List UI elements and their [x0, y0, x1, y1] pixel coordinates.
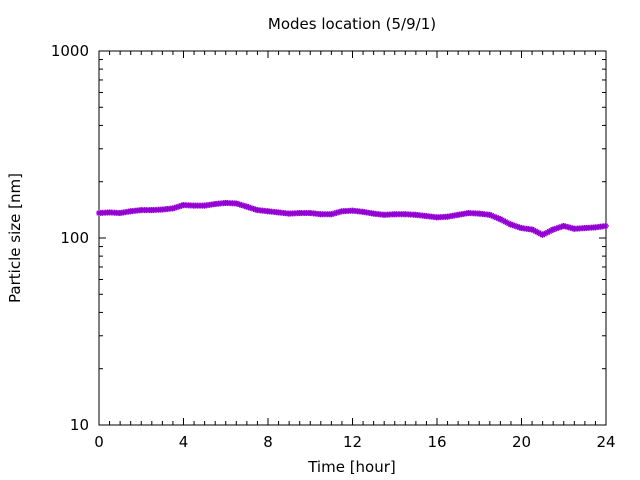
- axis-ticks: 0 4 8 12 16 20 24 10 100 1000: [51, 42, 616, 451]
- chart-title: Modes location (5/9/1): [268, 15, 436, 33]
- x-tick-label: 0: [94, 433, 104, 451]
- x-tick-label: 24: [596, 433, 615, 451]
- y-axis-label: Particle size [nm]: [6, 173, 24, 303]
- plot-frame: [98, 50, 607, 426]
- y-tick-label: 10: [70, 416, 89, 434]
- y-tick-label: 1000: [51, 42, 89, 60]
- data-series: [96, 199, 609, 238]
- x-tick-label: 16: [427, 433, 446, 451]
- data-point: [603, 222, 609, 229]
- x-axis-label: Time [hour]: [307, 458, 396, 476]
- y-tick-label: 100: [60, 229, 89, 247]
- x-tick-label: 4: [179, 433, 189, 451]
- x-tick-label: 12: [343, 433, 362, 451]
- x-tick-label: 8: [263, 433, 273, 451]
- x-tick-label: 20: [512, 433, 531, 451]
